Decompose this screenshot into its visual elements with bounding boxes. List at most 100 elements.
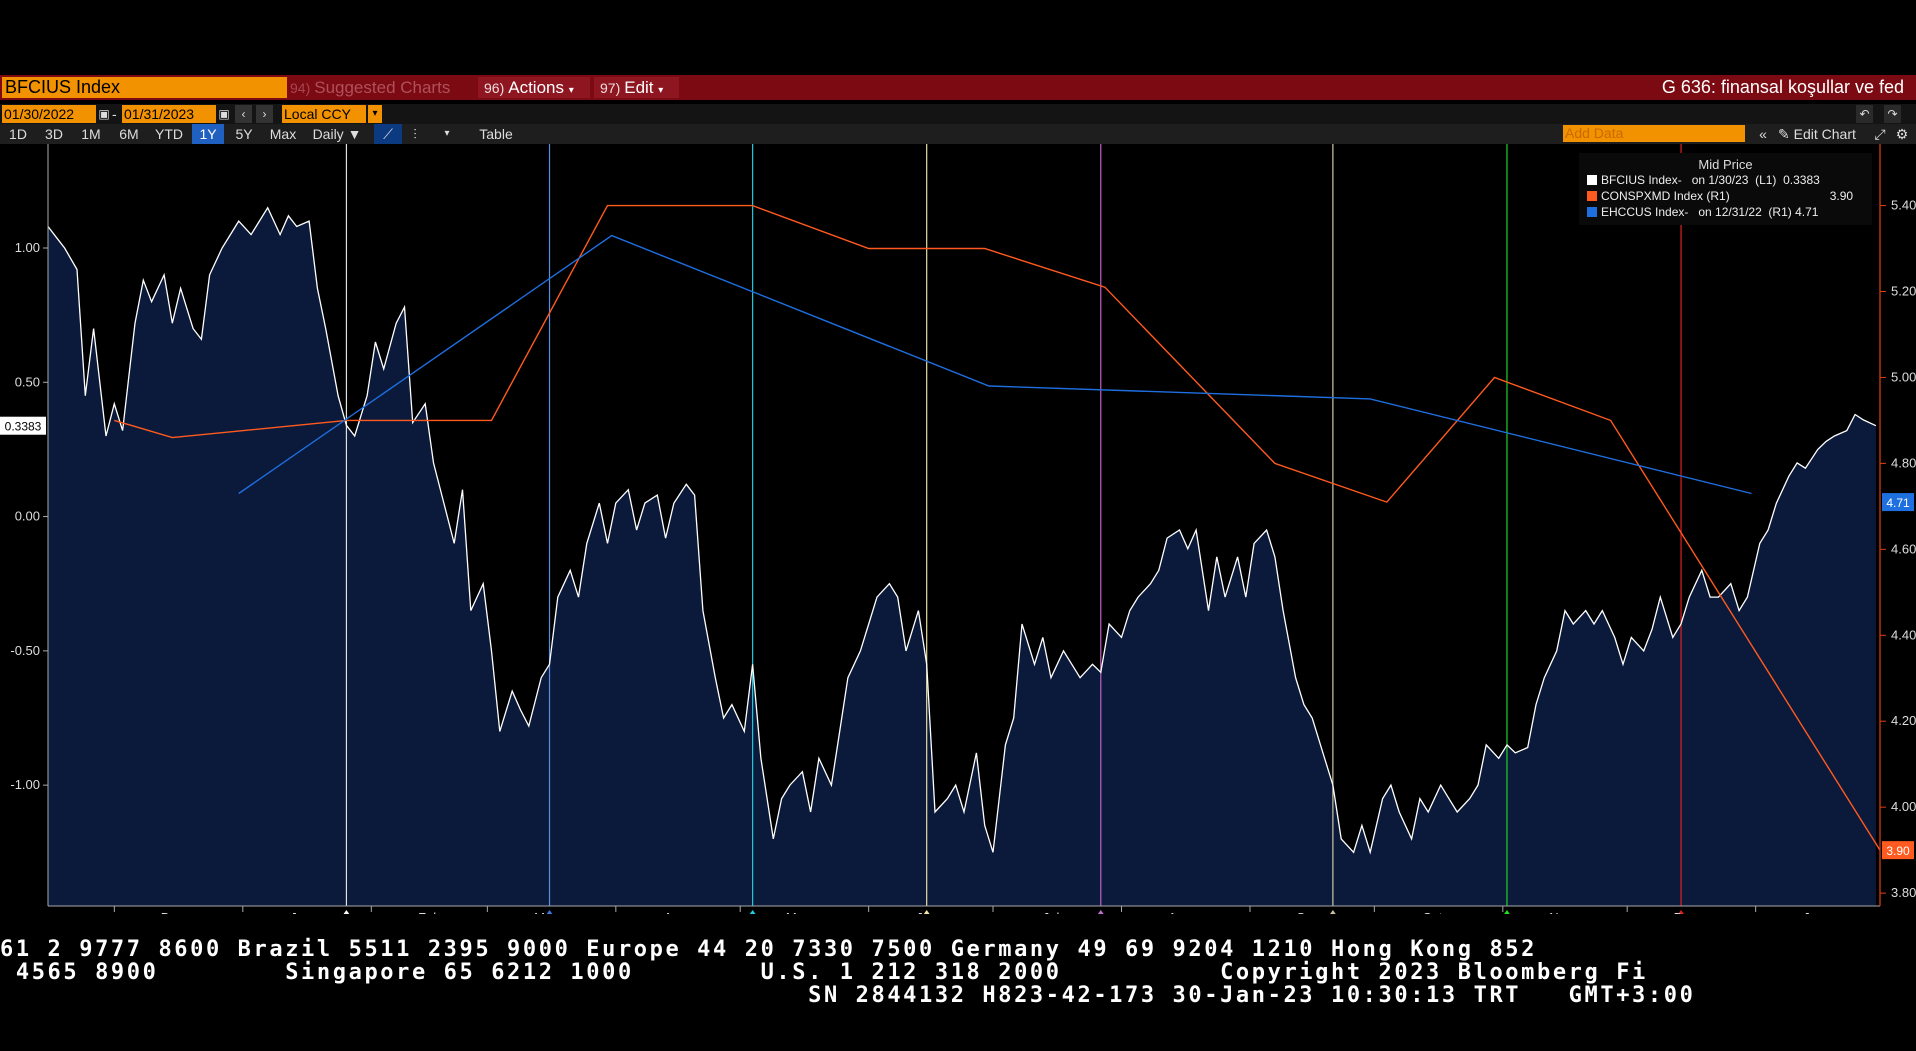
month-label-2: Feb	[418, 910, 440, 914]
actions-label: Actions	[508, 78, 564, 97]
period-max-button[interactable]: Max	[269, 126, 297, 142]
period-5y-button[interactable]: 5Y	[235, 126, 253, 142]
bfcius-line	[47, 206, 1877, 855]
right-value-bg-0	[1882, 493, 1914, 512]
left-last-value: 0.3383	[5, 420, 42, 434]
redo-icon[interactable]: ↷	[1884, 105, 1901, 123]
legend-desc: - on 12/31/22 (R1)	[1684, 205, 1792, 219]
series-lines-layer	[47, 204, 1881, 855]
bfcius-area-layer	[48, 207, 1876, 906]
right-tick-label-7: 4.00	[1891, 799, 1916, 814]
left-tick-label-2: 0.00	[15, 509, 40, 524]
left-tick-label-1: 0.50	[15, 374, 40, 389]
end-date-input[interactable]: 01/31/2023	[122, 105, 216, 123]
period-3d-button[interactable]: 3D	[45, 126, 63, 142]
legend-value: 0.3383	[1783, 173, 1820, 187]
legend-swatch	[1587, 191, 1597, 201]
bfcius-area	[48, 207, 1876, 906]
month-label-3: Mar	[534, 910, 557, 914]
period-1d-button[interactable]: 1D	[9, 126, 27, 142]
right-tick-label-2: 5.00	[1891, 369, 1916, 384]
right-tick-label-6: 4.20	[1891, 713, 1916, 728]
left-last-value-bg	[0, 416, 46, 435]
caret-down-icon: ▼	[347, 126, 362, 142]
legend-desc: - on 1/30/23 (L1)	[1677, 173, 1777, 187]
month-label-4: Apr	[664, 910, 685, 914]
prev-period-button[interactable]: ‹	[235, 105, 252, 123]
event-marker-4	[1097, 910, 1104, 914]
month-label-0: Dec	[161, 910, 185, 914]
right-tick-label-0: 5.40	[1891, 198, 1916, 213]
right-tick-label-8: 3.80	[1891, 885, 1916, 900]
footer-line-3: SN 2844132 H823-42-173 30-Jan-23 10:30:1…	[0, 983, 1696, 1008]
axes-layer	[43, 144, 1886, 912]
undo-icon[interactable]: ↶	[1856, 105, 1873, 123]
frequency-label: Daily	[312, 126, 344, 142]
legend-title: Mid Price	[1698, 157, 1753, 172]
suggested-charts-button[interactable]: 94) Suggested Charts	[290, 77, 470, 98]
legend-swatch	[1587, 207, 1597, 217]
period-ytd-button[interactable]: YTD	[155, 126, 183, 142]
conspxmd-line	[114, 204, 1881, 851]
legend-value: 3.90	[1829, 189, 1854, 203]
event-marker-3	[923, 910, 930, 914]
left-tick-label-3: -0.50	[10, 643, 40, 658]
toolbar	[0, 124, 1916, 144]
start-date-input[interactable]: 01/30/2022	[2, 105, 96, 123]
legend-entry-bfcius[interactable]: BFCIUS Index- on 1/30/23 (L1) 0.3383	[1587, 173, 1820, 188]
chevron-down-icon: ▾	[658, 85, 664, 96]
next-period-button[interactable]: ›	[256, 105, 273, 123]
price-chart[interactable]: 01/26/2203/16/2205/04/2206/15/2207/27/22…	[0, 144, 1916, 914]
month-label-9: Sep	[1296, 910, 1319, 914]
right-value-bg-1	[1882, 841, 1914, 860]
left-tick-label-4: -1.00	[10, 777, 40, 792]
right-tick-label-3: 4.80	[1891, 455, 1916, 470]
chevron-down-icon[interactable]: ▾	[444, 128, 450, 139]
chevron-down-icon: ▾	[568, 85, 574, 96]
right-tick-label-1: 5.20	[1891, 284, 1916, 299]
legend-value: 4.71	[1795, 205, 1819, 219]
event-lines-layer	[345, 144, 1682, 906]
month-label-5: May	[786, 910, 811, 914]
legend-desc: (R1)	[1703, 189, 1730, 203]
legend-name: EHCCUS Index	[1601, 205, 1685, 219]
add-data-input[interactable]: Add Data	[1563, 125, 1745, 142]
bar-chart-icon[interactable]: ⫶	[413, 126, 417, 142]
month-label-12: Dec	[1674, 910, 1698, 914]
gear-icon[interactable]: ⚙	[1895, 126, 1909, 142]
collapse-icon[interactable]: «	[1759, 126, 1767, 142]
month-label-1: Jan	[290, 910, 311, 914]
edit-menu[interactable]: 97) Edit ▾	[594, 77, 679, 98]
event-marker-0	[343, 910, 350, 914]
chevron-down-icon[interactable]: ▾	[368, 105, 382, 123]
expand-icon[interactable]: ⤢	[1874, 126, 1886, 142]
event-marker-6	[1504, 910, 1510, 914]
right-value-1: 3.90	[1886, 844, 1910, 858]
period-6m-button[interactable]: 6M	[119, 126, 139, 142]
line-chart-icon[interactable]: ⟋	[374, 124, 402, 144]
ticker-field[interactable]: BFCIUS Index	[2, 77, 287, 98]
event-marker-7	[1678, 910, 1684, 914]
date-row	[0, 104, 1916, 124]
currency-select[interactable]: Local CCY	[282, 105, 366, 123]
month-label-13: Jan	[1803, 910, 1824, 914]
title-bar	[0, 75, 1916, 100]
footer-line-2: 4565 8900 Singapore 65 6212 1000 U.S. 1 …	[0, 960, 1648, 985]
actions-menu[interactable]: 96) Actions ▾	[478, 77, 590, 98]
right-tick-label-5: 4.40	[1891, 627, 1916, 642]
ehccus-line	[238, 234, 1752, 495]
calendar-icon[interactable]: ▣	[218, 107, 230, 121]
month-label-6: Jun	[916, 910, 937, 914]
period-1m-button[interactable]: 1M	[81, 126, 101, 142]
legend-entry-ehccus[interactable]: EHCCUS Index- on 12/31/22 (R1) 4.71	[1587, 205, 1818, 220]
edit-chart-button[interactable]: ✎ Edit Chart	[1778, 124, 1856, 144]
edit-num: 97)	[600, 80, 621, 96]
edit-chart-label: Edit Chart	[1793, 126, 1856, 142]
event-marker-1	[546, 910, 553, 914]
legend-entry-conspxmd[interactable]: CONSPXMD Index (R1) 3.90	[1587, 189, 1853, 204]
frequency-select[interactable]: Daily ▼	[306, 124, 368, 144]
calendar-icon[interactable]: ▣	[98, 107, 110, 121]
left-tick-label-0: 1.00	[15, 240, 40, 255]
table-button[interactable]: Table	[479, 126, 513, 142]
period-1y-button[interactable]: 1Y	[192, 124, 224, 144]
